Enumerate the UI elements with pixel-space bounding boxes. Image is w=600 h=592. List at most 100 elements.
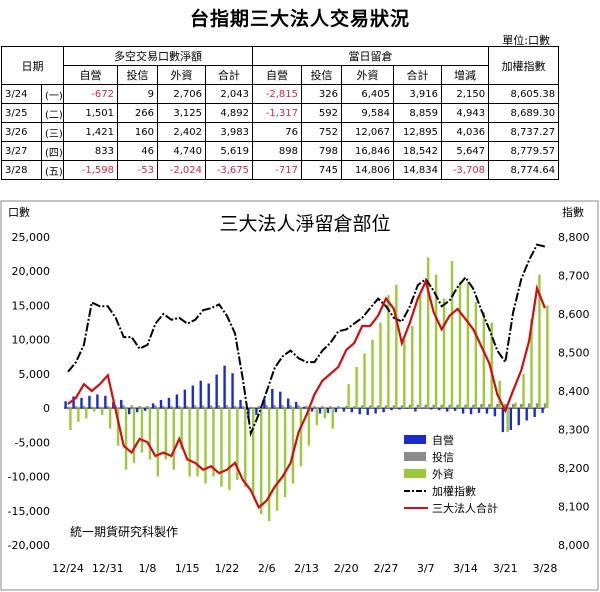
foreign-bar: [101, 408, 104, 415]
trust-bar: [448, 404, 451, 409]
dealer-bar: [191, 385, 194, 409]
dealer-bar: [255, 408, 258, 415]
y-right-tick: 8,200: [558, 462, 590, 475]
table-cell: (二): [41, 103, 64, 123]
trust-bar: [416, 404, 419, 409]
table-cell: (一): [41, 84, 64, 104]
trust-bar: [154, 405, 157, 409]
trust-bar: [241, 406, 245, 409]
table-cell: 3/25: [1, 103, 42, 123]
table-cell: 2,706: [157, 84, 206, 104]
foreign-bar: [69, 408, 72, 431]
dealer-bar: [430, 408, 433, 410]
foreign-bar: [236, 408, 239, 480]
dealer-bar: [477, 408, 481, 413]
table-cell: 8,737.27: [488, 122, 560, 142]
table-cell: 4,892: [205, 103, 253, 123]
trust-bar: [82, 406, 86, 409]
oi-group-header: 當日留倉: [251, 46, 490, 66]
table-cell: 3/24: [1, 84, 42, 104]
foreign-bar: [339, 408, 342, 409]
trust-bar: [194, 405, 197, 409]
trust-bar: [313, 406, 316, 409]
trust-bar: [392, 405, 396, 409]
foreign-bar: [172, 408, 175, 470]
foreign-bar: [291, 408, 295, 484]
dealer-bar: [541, 408, 544, 413]
trust-bar: [297, 405, 300, 409]
trust-bar: [209, 405, 213, 409]
table-cell: -3,708: [440, 160, 490, 180]
trust-bar: [424, 404, 427, 409]
dealer-bar: [501, 408, 505, 433]
trust-bar: [329, 406, 332, 409]
table-cell: 833: [63, 141, 118, 161]
column-header: 投信: [301, 65, 342, 85]
legend-label-total: 三大法人合計: [432, 501, 498, 515]
y-right-tick: 8,300: [558, 424, 590, 437]
dealer-bar: [390, 408, 393, 411]
trust-bar: [66, 406, 70, 409]
dealer-bar: [159, 399, 163, 409]
trust-bar: [353, 406, 356, 409]
table-cell: 3,125: [157, 103, 206, 123]
dealer-bar: [342, 408, 346, 412]
table-cell: -1,598: [63, 160, 118, 180]
dealer-bar: [143, 408, 147, 411]
y-left-tick: 0: [43, 402, 50, 415]
table-cell: -1,317: [252, 103, 302, 123]
dealer-bar: [96, 394, 99, 409]
trust-bar: [440, 404, 443, 409]
trust-bar: [106, 406, 109, 409]
trust-bar: [345, 406, 348, 409]
table-cell: -53: [117, 160, 158, 180]
trust-bar: [400, 405, 404, 409]
trust-bar: [535, 403, 539, 409]
trust-bar: [321, 406, 324, 409]
dealer-bar: [215, 374, 218, 409]
foreign-bar: [355, 367, 358, 409]
column-header: 合計: [393, 65, 442, 85]
dealer-bar: [64, 401, 67, 409]
x-tick: 1/8: [139, 562, 157, 575]
table-cell: 12,895: [393, 122, 442, 142]
y-right-tick: 8,400: [558, 385, 590, 398]
trust-bar: [527, 403, 531, 409]
dealer-bar: [128, 408, 131, 415]
foreign-bar: [395, 284, 398, 409]
trust-bar: [225, 405, 229, 409]
dealer-bar: [374, 408, 377, 414]
trust-bar: [480, 404, 483, 409]
y-left-tick: 5,000: [19, 368, 51, 381]
trust-bar: [122, 405, 125, 409]
trust-bar: [273, 405, 276, 409]
table-cell: 8,779.57: [488, 141, 560, 161]
trust-bar: [519, 404, 523, 409]
foreign-bar: [156, 408, 160, 477]
foreign-bar: [379, 322, 382, 409]
legend-label-foreign: 外資: [432, 468, 454, 481]
dealer-bar: [326, 408, 330, 413]
table-cell: 6,405: [341, 84, 394, 104]
table-cell: 752: [301, 122, 342, 142]
table-cell: -672: [63, 84, 118, 104]
foreign-bar: [228, 408, 231, 491]
x-tick: 2/27: [374, 562, 399, 575]
index-line: [67, 243, 546, 438]
legend-label-index: 加權指數: [432, 484, 476, 498]
column-header: 合計: [205, 65, 253, 85]
table-cell: 2,150: [440, 84, 490, 104]
y-left-tick: -15,000: [8, 505, 50, 518]
table-cell: 592: [301, 103, 342, 123]
foreign-bar: [371, 339, 374, 409]
trust-bar: [281, 405, 284, 409]
trust-bar: [305, 406, 308, 409]
foreign-bar: [331, 408, 334, 429]
y-left-tick: -10,000: [8, 471, 50, 484]
trust-bar: [162, 406, 165, 409]
trust-bar: [512, 404, 515, 409]
trust-bar: [178, 406, 181, 409]
foreign-bar: [124, 408, 128, 470]
trust-bar: [138, 406, 141, 409]
trust-bar: [504, 404, 507, 409]
